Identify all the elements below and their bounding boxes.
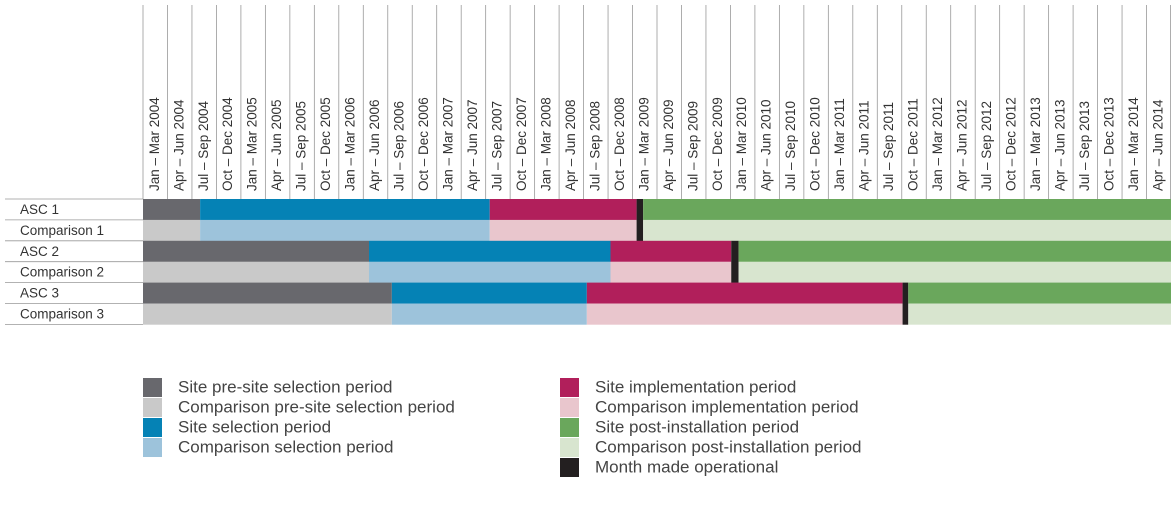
legend-swatch xyxy=(143,438,162,457)
column-label: Jan – Mar 2010 xyxy=(734,97,749,191)
column-label: Jul – Sep 2013 xyxy=(1077,101,1092,191)
column-label: Jul – Sep 2012 xyxy=(979,101,994,191)
column-label: Jan – Mar 2006 xyxy=(343,97,358,191)
column-label: Oct – Dec 2012 xyxy=(1003,97,1018,191)
legend-label: Site pre-site selection period xyxy=(178,377,393,396)
column-label: Jan – Mar 2011 xyxy=(832,98,847,191)
period-bar xyxy=(908,282,1171,304)
legend-swatch xyxy=(560,438,579,457)
period-bar xyxy=(610,261,732,283)
column-label: Jan – Mar 2014 xyxy=(1126,97,1141,191)
column-label: Jan – Mar 2005 xyxy=(245,97,260,191)
legend-swatch xyxy=(143,418,162,437)
period-bar xyxy=(643,219,1171,242)
column-label: Apr – Jun 2004 xyxy=(171,99,186,191)
legend-swatch xyxy=(560,458,579,477)
legend-label: Comparison pre-site selection period xyxy=(178,397,455,416)
column-label: Oct – Dec 2008 xyxy=(612,97,627,191)
legend-swatch xyxy=(560,378,579,397)
column-label: Jul – Sep 2004 xyxy=(196,100,211,191)
column-label: Apr – Jun 2008 xyxy=(563,99,578,191)
column-label: Jul – Sep 2005 xyxy=(294,101,309,191)
column-label: Jan – Mar 2008 xyxy=(538,97,553,191)
column-label: Jul – Sep 2006 xyxy=(392,101,407,191)
period-bar xyxy=(143,199,201,221)
legend-label: Site implementation period xyxy=(595,377,796,396)
period-bar xyxy=(902,282,909,304)
period-bar xyxy=(143,240,369,262)
column-label: Apr – Jun 2010 xyxy=(759,99,774,191)
period-bar xyxy=(902,303,909,325)
column-label: Jul – Sep 2011 xyxy=(881,102,896,191)
legend-label: Comparison post-installation period xyxy=(595,437,861,456)
legend-swatch xyxy=(143,378,162,397)
column-label: Jul – Sep 2009 xyxy=(685,101,700,191)
legend-label: Month made operational xyxy=(595,457,778,476)
period-bar xyxy=(643,199,1171,221)
column-label: Apr – Jun 2014 xyxy=(1150,99,1165,191)
column-label: Jan – Mar 2004 xyxy=(147,97,162,191)
column-label: Apr – Jun 2011 xyxy=(857,100,872,191)
column-label: Oct – Dec 2013 xyxy=(1101,97,1116,191)
column-label: Apr – Jun 2006 xyxy=(367,99,382,191)
period-bar xyxy=(143,219,201,242)
period-bar xyxy=(200,219,490,242)
column-label: Apr – Jun 2012 xyxy=(955,99,970,191)
column-label: Oct – Dec 2004 xyxy=(220,97,235,191)
period-bar xyxy=(731,240,739,262)
period-bar xyxy=(636,199,644,221)
column-label: Jan – Mar 2013 xyxy=(1028,97,1043,191)
period-bar xyxy=(586,282,903,304)
period-bar xyxy=(489,219,637,242)
period-bar xyxy=(636,219,644,242)
legend-label: Comparison selection period xyxy=(178,437,393,456)
column-label: Oct – Dec 2011 xyxy=(906,98,921,191)
row-label: Comparison 3 xyxy=(20,307,104,322)
row-label: Comparison 1 xyxy=(20,223,104,238)
period-bar xyxy=(391,303,587,325)
period-bar xyxy=(391,282,587,304)
legend: Site pre-site selection periodComparison… xyxy=(143,377,861,477)
period-bar xyxy=(731,261,739,283)
period-bar xyxy=(368,240,611,262)
legend-swatch xyxy=(143,398,162,417)
column-label: Apr – Jun 2007 xyxy=(465,99,480,191)
column-label: Oct – Dec 2007 xyxy=(514,97,529,191)
period-bar xyxy=(200,199,490,221)
column-label: Jul – Sep 2010 xyxy=(783,101,798,191)
column-label: Jan – Mar 2007 xyxy=(441,97,456,191)
legend-label: Comparison implementation period xyxy=(595,397,859,416)
column-label: Oct – Dec 2010 xyxy=(808,97,823,191)
column-label: Jul – Sep 2008 xyxy=(587,101,602,191)
legend-label: Site post-installation period xyxy=(595,417,799,436)
period-bar xyxy=(143,303,392,325)
column-label: Jan – Mar 2009 xyxy=(636,97,651,191)
column-label: Oct – Dec 2006 xyxy=(416,97,431,191)
period-bar xyxy=(908,303,1171,325)
column-label: Apr – Jun 2013 xyxy=(1052,99,1067,191)
period-bar xyxy=(738,261,1171,283)
legend-swatch xyxy=(560,418,579,437)
column-label: Oct – Dec 2005 xyxy=(318,97,333,191)
column-label: Apr – Jun 2009 xyxy=(661,99,676,191)
period-bar xyxy=(143,261,369,283)
row-label: Comparison 2 xyxy=(20,265,104,280)
column-label: Jul – Sep 2007 xyxy=(489,101,504,191)
period-bar xyxy=(368,261,611,283)
legend-label: Site selection period xyxy=(178,417,331,436)
row-label: ASC 1 xyxy=(20,202,59,217)
row-label: ASC 2 xyxy=(20,244,59,259)
period-bar xyxy=(143,282,392,304)
period-bar xyxy=(738,240,1171,262)
column-label: Jan – Mar 2012 xyxy=(930,97,945,191)
column-label: Apr – Jun 2005 xyxy=(269,99,284,191)
period-bar xyxy=(610,240,732,262)
period-bar xyxy=(586,303,903,325)
period-bar xyxy=(489,199,637,221)
row-label: ASC 3 xyxy=(20,286,59,301)
column-label: Oct – Dec 2009 xyxy=(710,97,725,191)
legend-swatch xyxy=(560,398,579,417)
